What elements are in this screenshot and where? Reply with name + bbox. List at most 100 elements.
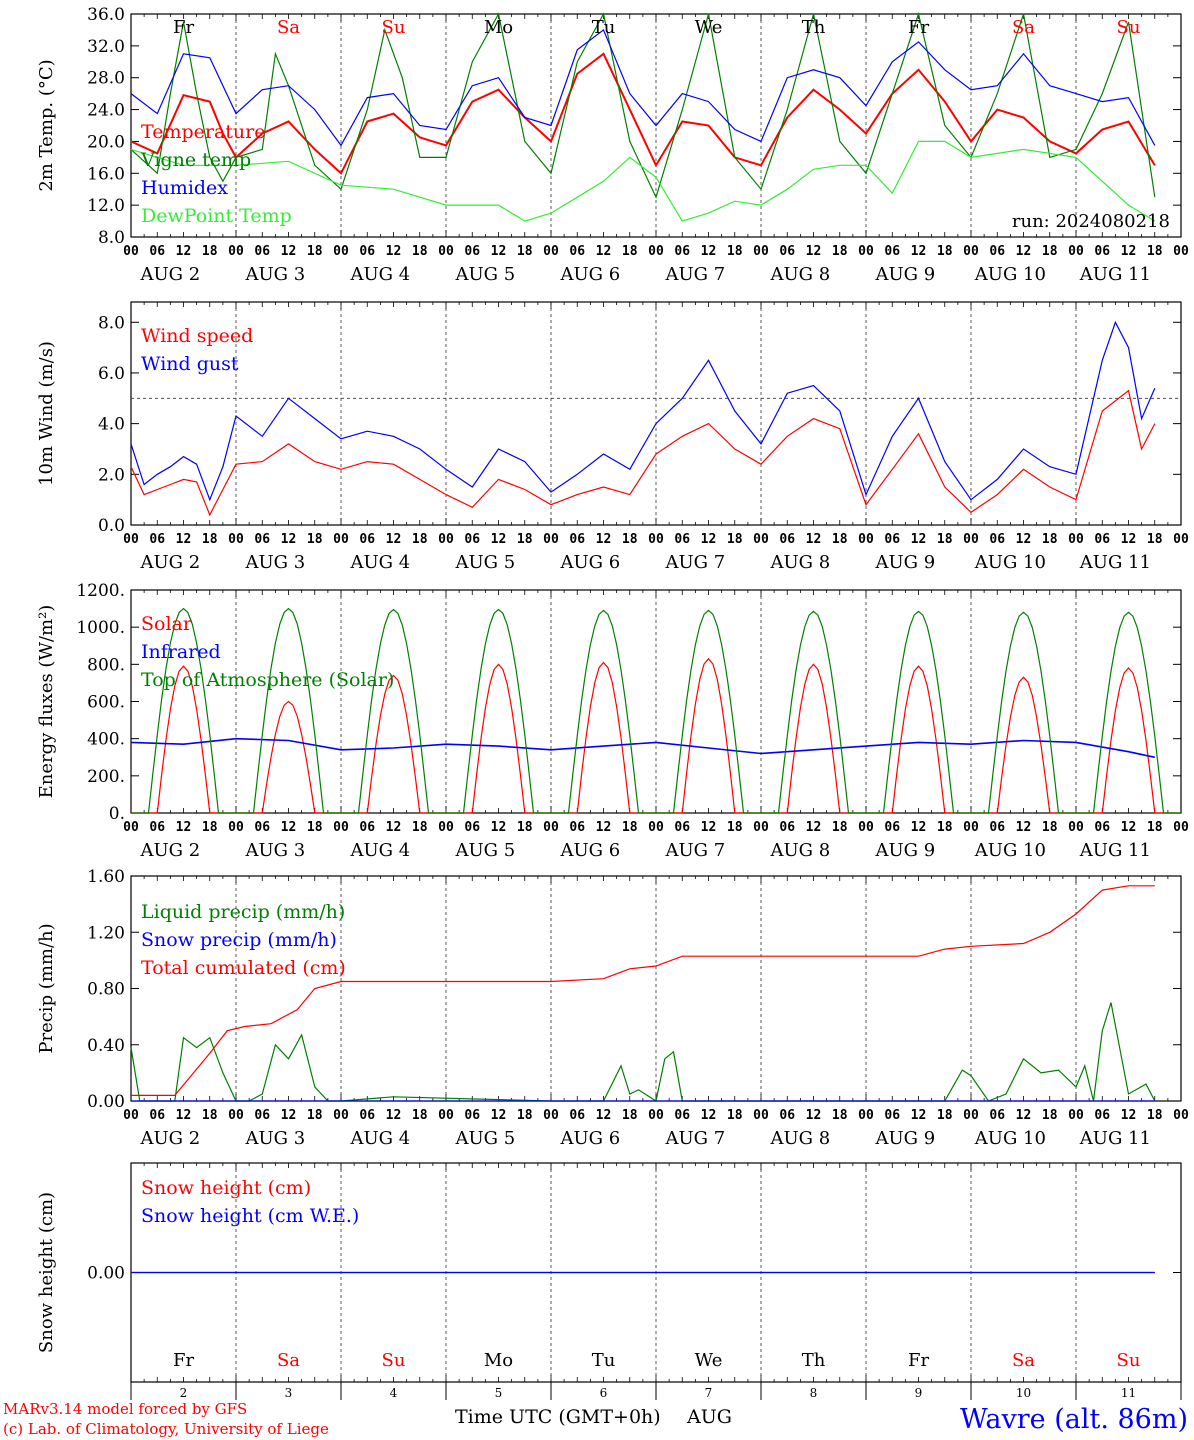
y-tick-label: 1200. bbox=[76, 581, 125, 601]
hour-label: 18 bbox=[832, 820, 848, 835]
date-label: AUG 7 bbox=[665, 840, 726, 861]
day-name-label: Mo bbox=[484, 1350, 513, 1371]
series-line-wind-gust bbox=[130, 320, 1156, 502]
y-tick-label: 20.0 bbox=[87, 132, 125, 152]
y-tick-label: 28.0 bbox=[87, 69, 125, 89]
hour-label: 00 bbox=[228, 244, 244, 259]
legend-entry: Top of Atmosphere (Solar) bbox=[141, 669, 394, 691]
hour-label: 06 bbox=[989, 820, 1005, 835]
day-number-label: 6 bbox=[600, 1386, 608, 1400]
y-tick-label: 8.0 bbox=[98, 313, 125, 333]
hour-label: 18 bbox=[517, 532, 533, 547]
hour-label: 00 bbox=[963, 532, 979, 547]
hour-label: 18 bbox=[1042, 1108, 1058, 1123]
date-label: AUG 10 bbox=[974, 1128, 1046, 1149]
hour-label: 18 bbox=[1147, 820, 1163, 835]
hour-label: 12 bbox=[176, 532, 192, 547]
legend-entry: Vigne temp bbox=[140, 149, 251, 171]
hour-label: 00 bbox=[963, 1108, 979, 1123]
y-tick-label: 24.0 bbox=[87, 101, 125, 121]
hour-label: 00 bbox=[228, 1108, 244, 1123]
hour-label: 18 bbox=[1042, 532, 1058, 547]
y-tick-label: 32.0 bbox=[87, 37, 125, 57]
date-label: AUG 6 bbox=[560, 1128, 621, 1149]
date-label: AUG 11 bbox=[1079, 1128, 1151, 1149]
day-name-label: Fr bbox=[908, 17, 929, 38]
hour-label: 00 bbox=[543, 820, 559, 835]
hour-label: 18 bbox=[307, 532, 323, 547]
hour-label: 18 bbox=[202, 1108, 218, 1123]
day-name-label: Mo bbox=[484, 17, 513, 38]
day-name-label: Fr bbox=[173, 1350, 194, 1371]
hour-label: 18 bbox=[937, 244, 953, 259]
day-name-label: Su bbox=[382, 17, 406, 38]
hour-label: 12 bbox=[491, 532, 507, 547]
legend-entry: Temperature bbox=[141, 121, 265, 143]
date-label: AUG 2 bbox=[140, 552, 201, 573]
day-name-label: Sa bbox=[1012, 17, 1035, 38]
hour-label: 18 bbox=[622, 1108, 638, 1123]
hour-label: 06 bbox=[149, 532, 165, 547]
hour-label: 12 bbox=[701, 532, 717, 547]
hour-label: 18 bbox=[412, 532, 428, 547]
date-label: AUG 2 bbox=[140, 840, 201, 861]
hour-label: 18 bbox=[937, 820, 953, 835]
hour-label: 00 bbox=[753, 1108, 769, 1123]
date-label: AUG 8 bbox=[770, 552, 831, 573]
y-tick-label: 2.0 bbox=[98, 465, 125, 485]
date-label: AUG 4 bbox=[350, 264, 411, 285]
hour-label: 12 bbox=[386, 244, 402, 259]
series-line-total-cumulated-cm- bbox=[131, 885, 1155, 1096]
hour-label: 00 bbox=[123, 532, 139, 547]
hour-label: 18 bbox=[622, 820, 638, 835]
hour-label: 18 bbox=[1147, 532, 1163, 547]
legend-entry: Snow height (cm) bbox=[141, 1177, 311, 1199]
hour-label: 00 bbox=[963, 244, 979, 259]
date-label: AUG 10 bbox=[974, 552, 1046, 573]
hour-label: 00 bbox=[858, 532, 874, 547]
y-axis-label: 10m Wind (m/s) bbox=[36, 341, 57, 486]
hour-label: 06 bbox=[884, 244, 900, 259]
model-credit: MARv3.14 model forced by GFS bbox=[3, 1400, 247, 1418]
series-line-wind-speed bbox=[130, 389, 1156, 517]
hour-label: 00 bbox=[858, 244, 874, 259]
y-tick-label: 36.0 bbox=[87, 5, 125, 25]
hour-label: 00 bbox=[333, 1108, 349, 1123]
hour-label: 06 bbox=[359, 820, 375, 835]
date-label: AUG 4 bbox=[350, 840, 411, 861]
hour-label: 18 bbox=[1042, 820, 1058, 835]
series-line-humidex bbox=[130, 28, 1156, 147]
day-name-label: We bbox=[695, 17, 723, 38]
date-label: AUG 6 bbox=[560, 264, 621, 285]
day-name-label: Tu bbox=[592, 17, 616, 38]
hour-label: 00 bbox=[858, 1108, 874, 1123]
series-line-temperature bbox=[130, 52, 1156, 175]
hour-label: 12 bbox=[911, 244, 927, 259]
hour-label: 06 bbox=[464, 1108, 480, 1123]
y-tick-label: 6.0 bbox=[98, 364, 125, 384]
legend-entry: Wind speed bbox=[141, 325, 253, 347]
y-tick-label: 200. bbox=[87, 767, 125, 787]
hour-label: 18 bbox=[307, 1108, 323, 1123]
hour-label: 00 bbox=[123, 244, 139, 259]
day-name-label: Su bbox=[1117, 1350, 1141, 1371]
day-name-label: Th bbox=[802, 17, 826, 38]
hour-label: 18 bbox=[727, 532, 743, 547]
hour-label: 12 bbox=[596, 244, 612, 259]
hour-label: 00 bbox=[438, 820, 454, 835]
hour-label: 06 bbox=[464, 532, 480, 547]
hour-label: 06 bbox=[1094, 244, 1110, 259]
hour-label: 18 bbox=[307, 244, 323, 259]
hour-label: 06 bbox=[1094, 532, 1110, 547]
date-label: AUG 10 bbox=[974, 264, 1046, 285]
y-tick-label: 16.0 bbox=[87, 164, 125, 184]
hour-label: 12 bbox=[701, 244, 717, 259]
legend-entry: Wind gust bbox=[141, 353, 239, 375]
hour-label: 06 bbox=[674, 244, 690, 259]
date-label: AUG 9 bbox=[875, 552, 936, 573]
y-tick-label: 1.20 bbox=[87, 923, 125, 943]
hour-label: 00 bbox=[1173, 1108, 1189, 1123]
x-axis-label: Time UTC (GMT+0h) bbox=[455, 1406, 661, 1428]
hour-label: 12 bbox=[806, 1108, 822, 1123]
